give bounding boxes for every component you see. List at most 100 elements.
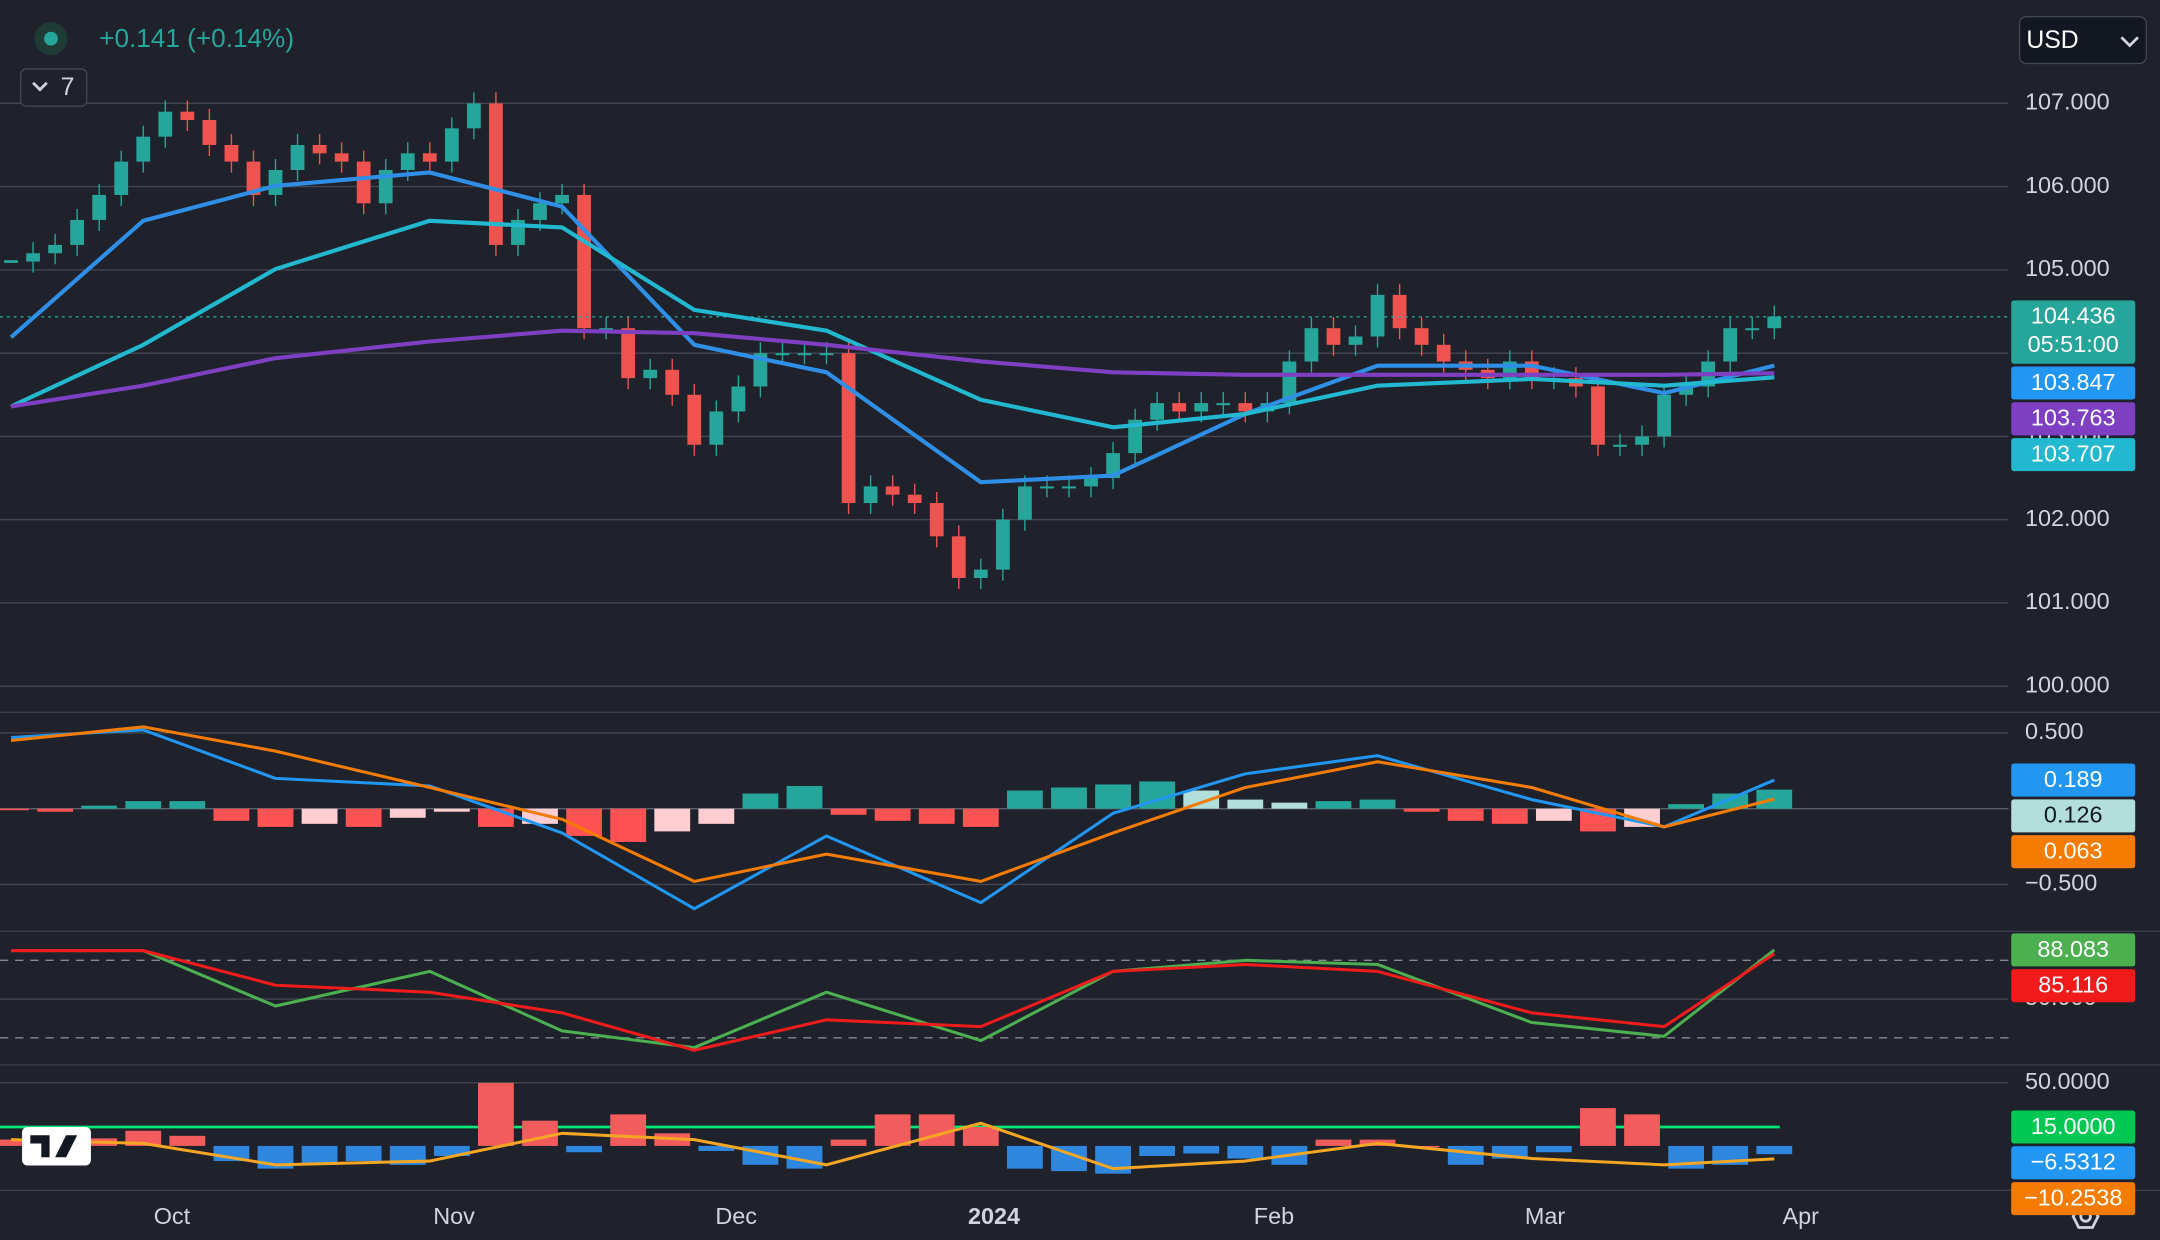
candle: [1745, 328, 1760, 331]
histogram-bar: [610, 808, 647, 843]
candle: [929, 503, 944, 537]
histogram-bar: [1006, 1145, 1043, 1169]
price-tag-label: 103.847: [2031, 369, 2116, 395]
candle: [951, 536, 966, 578]
currency-button[interactable]: [2018, 15, 2147, 65]
price-tag: [2011, 1110, 2136, 1144]
y-tick-label: 106.000: [2025, 172, 2110, 198]
histogram-bar: [125, 801, 162, 809]
status-dot: [44, 31, 58, 46]
histogram-bar: [1006, 790, 1043, 809]
histogram-bar: [1359, 799, 1396, 809]
histogram-bar: [169, 1135, 206, 1146]
candle: [422, 153, 437, 162]
histogram-bar: [874, 808, 911, 821]
candle: [1370, 294, 1385, 337]
candle: [1679, 386, 1694, 395]
indicator-line: [11, 948, 1776, 1050]
histogram-bar: [1051, 787, 1087, 809]
candle: [885, 486, 900, 495]
y-tick-label: 102.000: [2025, 505, 2110, 531]
candle: [753, 353, 768, 387]
histogram-bar: [1580, 1108, 1616, 1146]
candle: [577, 194, 591, 329]
candle: [1062, 486, 1076, 489]
candle: [599, 328, 614, 331]
price-tag-label: 0.189: [2044, 766, 2103, 792]
histogram-bar: [0, 1139, 29, 1146]
indicator-line: [10, 725, 1775, 883]
histogram-bar: [786, 785, 823, 809]
candle: [1040, 486, 1054, 489]
x-tick-label: Dec: [715, 1203, 757, 1229]
price-tag-label: −10.2538: [2024, 1185, 2122, 1211]
indicators-toggle[interactable]: [19, 68, 88, 107]
candle: [224, 144, 239, 162]
candle: [533, 203, 547, 220]
candle: [1018, 486, 1032, 520]
histogram-bar: [301, 1145, 338, 1165]
price-tag-label: 0.126: [2044, 802, 2103, 828]
candle: [312, 144, 327, 154]
price-tag: [2011, 402, 2136, 436]
histogram-bar: [1491, 808, 1528, 824]
candle: [621, 328, 636, 379]
candle: [1304, 328, 1319, 362]
candle: [1172, 403, 1187, 412]
candle: [268, 169, 283, 195]
price-tag: [2011, 1182, 2136, 1216]
histogram-bar: [1712, 793, 1749, 809]
price-tag: [2011, 300, 2136, 364]
countdown: 05:51:00: [2028, 331, 2119, 357]
candle: [489, 103, 503, 245]
candle: [555, 194, 569, 204]
price-tag-label: 103.763: [2031, 405, 2116, 431]
y-tick-label: 105.000: [2025, 255, 2110, 281]
histogram-bar: [1227, 1145, 1264, 1159]
indicator-line: [10, 1121, 1775, 1171]
candle: [1723, 328, 1738, 362]
candle: [400, 153, 415, 170]
price-tag-label: 15.0000: [2031, 1113, 2116, 1139]
candle: [180, 111, 195, 121]
histogram-bar: [389, 808, 426, 818]
candle: [973, 569, 988, 578]
histogram-bar: [1535, 1145, 1572, 1153]
histogram-bar: [1668, 804, 1705, 809]
candle: [26, 253, 40, 262]
y-tick-label: 101.000: [2025, 588, 2110, 614]
price-tag: [2011, 438, 2136, 472]
histogram-bar: [522, 1120, 558, 1146]
histogram-bar: [918, 808, 955, 824]
candle: [819, 353, 834, 356]
histogram-bar: [81, 805, 118, 809]
price-tag: [2011, 1146, 2136, 1180]
price-tag-label: 0.063: [2044, 838, 2103, 864]
histogram-bar: [433, 1145, 470, 1157]
histogram-bar: [1315, 801, 1352, 809]
price-tag-label: 103.707: [2031, 440, 2116, 466]
histogram-bar: [1271, 802, 1308, 809]
candle: [1194, 403, 1209, 412]
x-tick-label: Feb: [1254, 1203, 1294, 1229]
candle: [709, 411, 724, 445]
candle: [114, 161, 129, 195]
histogram-bar: [566, 1145, 602, 1153]
histogram-bar: [1756, 1145, 1793, 1155]
histogram-bar: [830, 1139, 867, 1146]
x-tick-label: Mar: [1525, 1203, 1566, 1229]
candle: [1128, 419, 1142, 454]
histogram-bar: [962, 808, 999, 827]
y-tick-label: 50.0000: [2025, 1068, 2110, 1094]
histogram-bar: [169, 801, 206, 809]
histogram-bar: [0, 808, 29, 811]
indicator-count: 7: [61, 74, 75, 101]
candle: [1414, 328, 1429, 345]
x-tick-label: Nov: [433, 1203, 475, 1229]
candle: [1238, 403, 1253, 412]
candle: [1348, 336, 1363, 345]
histogram-bar: [345, 1145, 382, 1162]
logo-badge: [22, 1126, 91, 1166]
price-change: +0.141 (+0.14%): [99, 23, 294, 53]
